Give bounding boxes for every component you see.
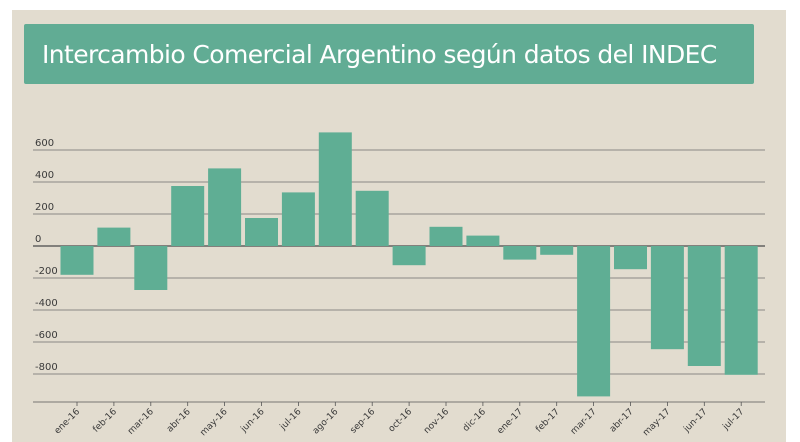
y-tick-label: -800 (35, 362, 58, 373)
y-axis-tick-labels: 600 400 200 0 -200 -400 -600 -800 (35, 138, 58, 373)
y-tick-label: 600 (35, 138, 54, 149)
y-tick-label: 400 (35, 170, 54, 181)
y-tick-label: 200 (35, 202, 54, 213)
title-banner: Intercambio Comercial Argentino según da… (24, 24, 754, 84)
bar-mar-17 (577, 246, 611, 397)
bar-jul-16 (281, 192, 315, 246)
x-tick-label: oct-16 (387, 407, 415, 435)
x-tick-label: nov-16 (422, 407, 451, 436)
bar-may-16 (208, 168, 242, 246)
bar-ene-17 (503, 246, 537, 260)
axis-layer (33, 401, 765, 406)
bar-dic-16 (466, 235, 500, 246)
x-tick-label: may-16 (198, 407, 229, 438)
bar-oct-16 (392, 246, 426, 266)
bar-ene-16 (60, 246, 94, 275)
bar-jun-17 (687, 246, 721, 366)
x-tick-label: ene-17 (496, 407, 525, 436)
bar-nov-16 (429, 226, 463, 246)
x-tick-label: jul-17 (721, 407, 747, 433)
x-tick-label: jun-17 (681, 407, 709, 435)
y-tick-label: -600 (35, 330, 58, 341)
x-tick-label: jul-16 (278, 407, 304, 433)
bar-jul-17 (724, 246, 758, 375)
x-axis-tick-labels: ene-16 feb-16 mar-16 abr-16 may-16 jun-16 jul-… (53, 407, 747, 438)
bars (60, 132, 758, 397)
bar-abr-17 (614, 246, 647, 270)
x-tick-label: ene-16 (53, 407, 83, 437)
bar-feb-17 (540, 246, 574, 255)
y-tick-label: -400 (35, 298, 58, 309)
x-tick-label: mar-16 (126, 407, 156, 437)
x-tick-label: jun-16 (239, 407, 267, 435)
x-tick-label: may-17 (641, 407, 672, 438)
bar-sep-16 (355, 190, 389, 246)
x-tick-label: feb-16 (91, 407, 119, 435)
x-tick-label: dic-16 (461, 407, 488, 434)
chart-title: Intercambio Comercial Argentino según da… (42, 39, 717, 69)
x-tick-label: ago-16 (311, 407, 341, 437)
x-tick-label: abr-16 (165, 407, 193, 435)
y-tick-label: -200 (35, 266, 58, 277)
x-tick-label: mar-17 (569, 407, 599, 437)
bar-may-17 (650, 246, 684, 350)
bar-ago-16 (318, 132, 352, 246)
x-tick-label: abr-17 (608, 407, 636, 435)
y-tick-label: 0 (35, 234, 41, 245)
x-tick-label: sep-16 (349, 407, 378, 436)
bar-abr-16 (171, 186, 205, 246)
bar-jun-16 (245, 218, 278, 246)
x-tick-label: feb-17 (534, 407, 562, 435)
bar-feb-16 (97, 227, 131, 246)
bar-mar-16 (134, 246, 168, 290)
